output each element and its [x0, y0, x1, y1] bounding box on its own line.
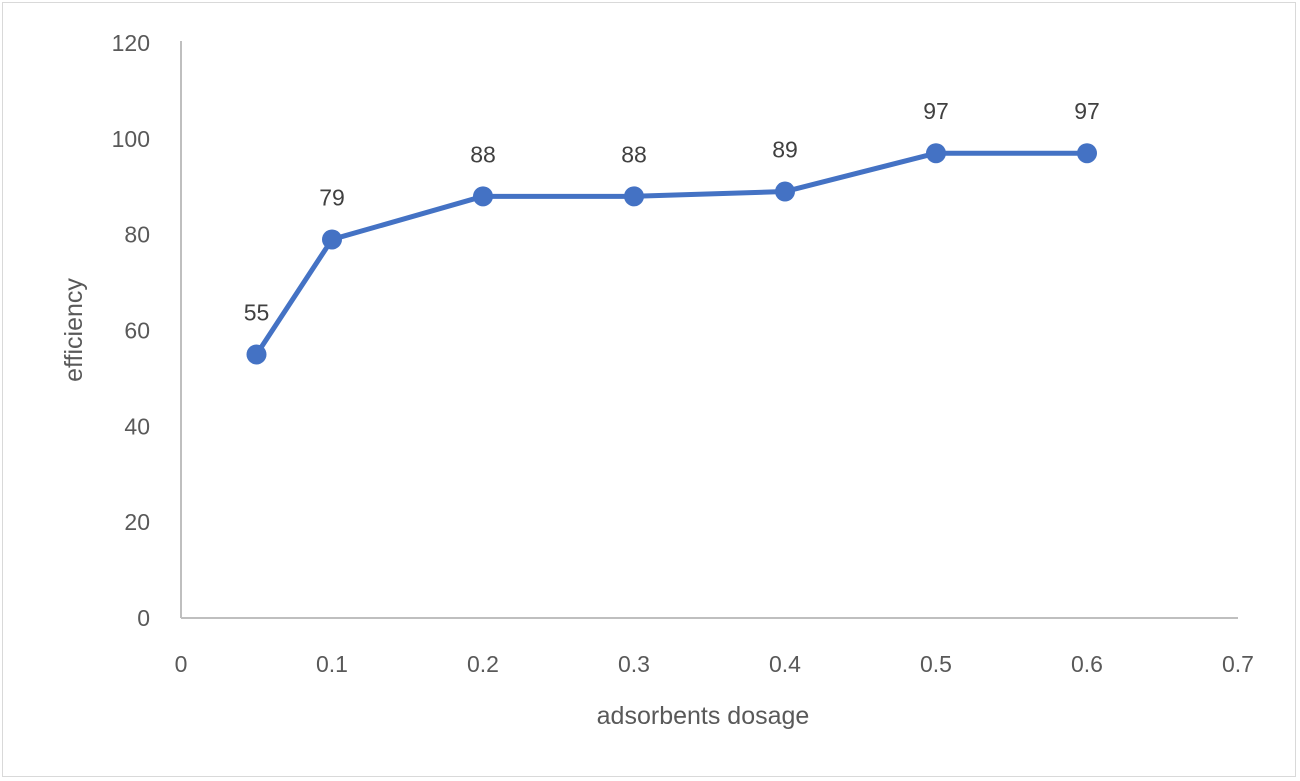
- data-point-marker: [624, 186, 644, 207]
- data-point-marker: [322, 229, 342, 250]
- data-point-marker: [246, 344, 267, 365]
- x-tick-label: 0.3: [618, 651, 650, 677]
- y-tick-label: 100: [112, 126, 150, 152]
- data-point-marker: [775, 181, 795, 202]
- data-label: 79: [319, 184, 345, 210]
- data-point-marker: [926, 143, 946, 164]
- x-axis-ticks: 0 0.1 0.2 0.3 0.4 0.5 0.6 0.7: [175, 651, 1254, 677]
- x-tick-label: 0.7: [1222, 651, 1254, 677]
- x-tick-label: 0.2: [467, 651, 499, 677]
- x-tick-label: 0.6: [1071, 651, 1103, 677]
- data-label: 97: [923, 98, 949, 124]
- y-axis-ticks: 0 20 40 60 80 100 120: [112, 30, 150, 631]
- data-label: 89: [772, 137, 798, 163]
- series-line: [254, 150, 1087, 356]
- data-label: 88: [470, 141, 496, 167]
- y-tick-label: 20: [124, 509, 150, 535]
- y-axis-title: efficiency: [60, 278, 88, 382]
- y-tick-label: 0: [137, 605, 150, 631]
- y-tick-label: 80: [124, 222, 150, 248]
- data-point-marker: [473, 186, 493, 207]
- y-tick-label: 60: [124, 318, 150, 344]
- x-tick-label: 0: [175, 651, 188, 677]
- x-axis-title: adsorbents dosage: [597, 702, 810, 730]
- data-point-marker: [1077, 143, 1097, 164]
- data-label: 55: [244, 299, 270, 325]
- data-labels: 55 79 88 88 89 97 97: [244, 98, 1100, 325]
- y-tick-label: 40: [124, 413, 150, 439]
- data-label: 88: [621, 141, 647, 167]
- x-tick-label: 0.1: [316, 651, 348, 677]
- x-tick-label: 0.5: [920, 651, 952, 677]
- data-markers: [246, 143, 1097, 365]
- data-label: 97: [1074, 98, 1100, 124]
- x-tick-label: 0.4: [769, 651, 801, 677]
- y-tick-label: 120: [112, 30, 150, 56]
